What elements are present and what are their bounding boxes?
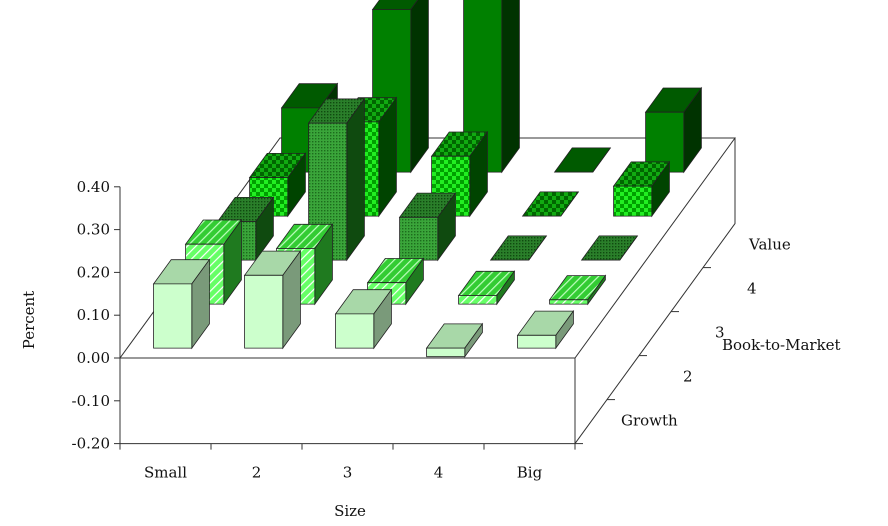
bar-check-Big <box>612 160 671 218</box>
bar-check-Small <box>248 152 307 218</box>
bar-front <box>335 313 375 349</box>
bar-hatch-4 <box>457 270 516 306</box>
bar-front <box>645 111 685 173</box>
bar-solid-Big <box>644 86 703 174</box>
x-tick-label: 3 <box>343 464 353 482</box>
bar-front <box>613 185 653 217</box>
bar-front <box>426 347 466 358</box>
bar-solid-3 <box>463 0 520 174</box>
x-tick-label: 2 <box>252 464 262 482</box>
bar-front <box>244 274 284 349</box>
x-tick-label: Big <box>517 464 543 482</box>
y-tick-label: 0.20 <box>77 263 110 281</box>
depth-tick-label: Value <box>748 236 791 254</box>
depth-tick-label: 2 <box>683 368 693 386</box>
bar-light-Big <box>516 309 575 350</box>
y-tick-label: -0.20 <box>72 435 110 453</box>
bar-front <box>153 283 193 349</box>
bar-side <box>528 235 547 261</box>
y-axis-title: Percent <box>20 291 38 349</box>
bar-light-4 <box>425 322 484 358</box>
bar-side <box>501 0 520 174</box>
y-tick-label: -0.10 <box>72 392 110 410</box>
y-tick-label: 0.40 <box>77 178 110 196</box>
axis-layer: 0.40 0.30 0.20 0.10 0.00 -0.10 -0.20 Small 2 3 4 Bi… <box>72 178 791 482</box>
bar-front <box>463 0 503 173</box>
depth-tick-label: 4 <box>747 280 757 298</box>
bar-dots-3 <box>398 191 457 262</box>
bar-front <box>517 334 557 349</box>
bars-layer <box>152 0 703 358</box>
bar-hatch-Big <box>548 274 607 306</box>
bar-light-Small <box>152 258 211 350</box>
side-wall <box>574 138 736 444</box>
bar-light-3 <box>334 288 393 350</box>
bar-side <box>592 147 611 173</box>
bar-side <box>346 97 365 262</box>
bar-dots-Big <box>580 235 639 261</box>
x-axis-title: Size <box>334 502 366 520</box>
depth-tick-label: 3 <box>715 324 725 342</box>
bar-side <box>560 191 579 217</box>
bar-solid-4 <box>553 147 612 173</box>
bar-check-4 <box>521 191 580 217</box>
y-tick-label: 0.10 <box>77 306 110 324</box>
bar-hatch-3 <box>366 257 425 306</box>
x-tick-label: Small <box>144 464 187 482</box>
depth-tick-label: Growth <box>621 412 678 430</box>
bar-light-2 <box>243 249 302 350</box>
y-tick-label: 0.00 <box>77 349 110 367</box>
y-tick-label: 0.30 <box>77 221 110 239</box>
bar-dots-4 <box>489 235 548 261</box>
bar-side <box>619 235 638 261</box>
depth-axis-title: Book-to-Market <box>722 336 841 354</box>
bar-front <box>458 295 498 305</box>
bar-side <box>410 0 429 174</box>
x-tick-label: 4 <box>434 464 444 482</box>
bar-front <box>549 299 589 305</box>
bar-front <box>399 216 439 261</box>
front-wall <box>119 358 576 445</box>
